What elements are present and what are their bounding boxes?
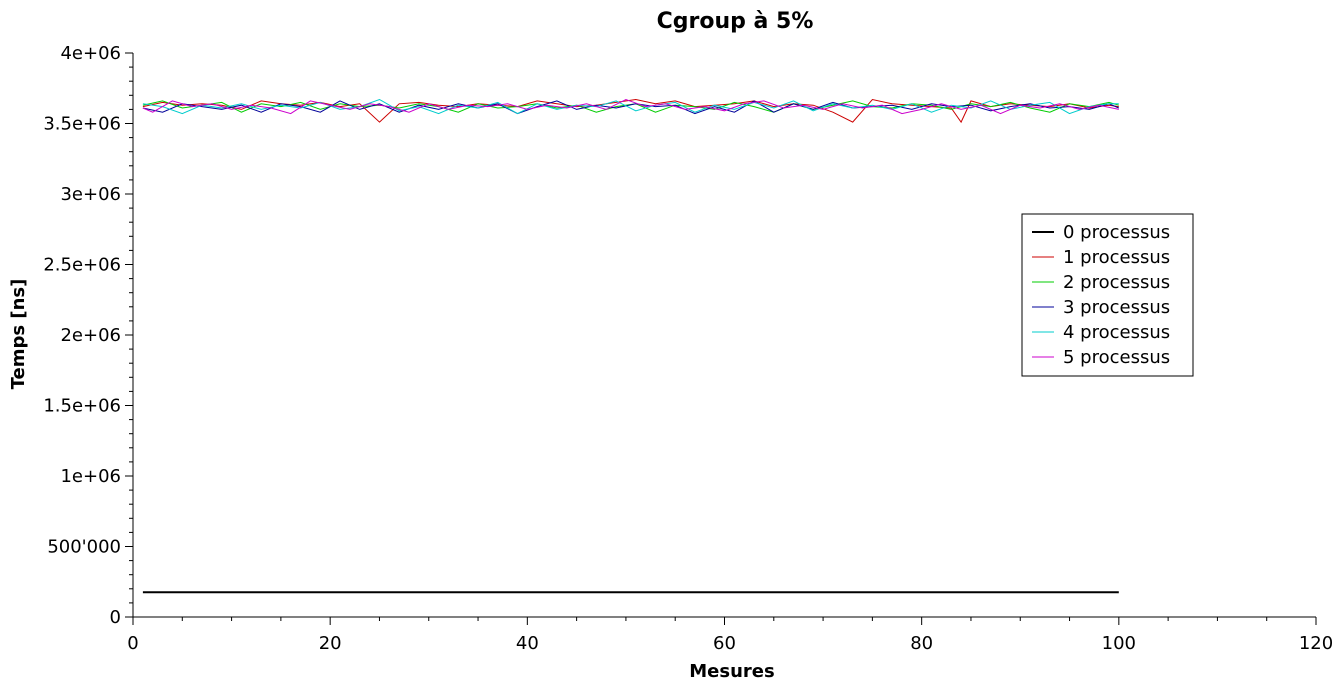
y-tick-label: 3e+06 bbox=[60, 184, 121, 205]
series-line-3 bbox=[142, 100, 1119, 115]
series-line-1 bbox=[142, 98, 1119, 124]
plot-series bbox=[142, 98, 1119, 594]
y-axis-title: Temps [ns] bbox=[8, 279, 29, 390]
legend-label-2: 2 processus bbox=[1063, 272, 1170, 293]
y-tick-label: 1e+06 bbox=[60, 466, 121, 487]
x-tick-label: 100 bbox=[1102, 633, 1136, 654]
x-tick-label: 120 bbox=[1299, 633, 1333, 654]
legend-label-1: 1 processus bbox=[1063, 247, 1170, 268]
axes: 0 500'000 1e+06 1.5e+06 2e+06 2.5e+06 3e+06 3.5… bbox=[43, 43, 1333, 654]
y-tick-label: 2e+06 bbox=[60, 325, 121, 346]
y-tick-label: 500'000 bbox=[47, 537, 121, 558]
x-tick-label: 80 bbox=[910, 633, 933, 654]
y-tick-label: 3.5e+06 bbox=[43, 114, 121, 135]
series-line-4 bbox=[142, 98, 1119, 115]
y-tick-label: 0 bbox=[110, 607, 121, 628]
legend-label-5: 5 processus bbox=[1063, 347, 1170, 368]
y-tick-label: 2.5e+06 bbox=[43, 255, 121, 276]
series-line-5 bbox=[142, 98, 1119, 115]
legend-label-4: 4 processus bbox=[1063, 322, 1170, 343]
x-tick-label: 20 bbox=[319, 633, 342, 654]
legend-box bbox=[1021, 213, 1194, 377]
x-axis-title: Mesures bbox=[689, 661, 774, 682]
x-tick-label: 0 bbox=[127, 633, 138, 654]
x-tick-label: 60 bbox=[713, 633, 736, 654]
chart-title: Cgroup à 5% bbox=[657, 9, 814, 34]
y-tick-label: 4e+06 bbox=[60, 43, 121, 64]
legend-label-0: 0 processus bbox=[1063, 222, 1170, 243]
legend: 0 processus 1 processus 2 processus 3 proce… bbox=[1021, 213, 1194, 377]
y-tick-label: 1.5e+06 bbox=[43, 396, 121, 417]
x-tick-label: 40 bbox=[516, 633, 539, 654]
legend-label-3: 3 processus bbox=[1063, 297, 1170, 318]
